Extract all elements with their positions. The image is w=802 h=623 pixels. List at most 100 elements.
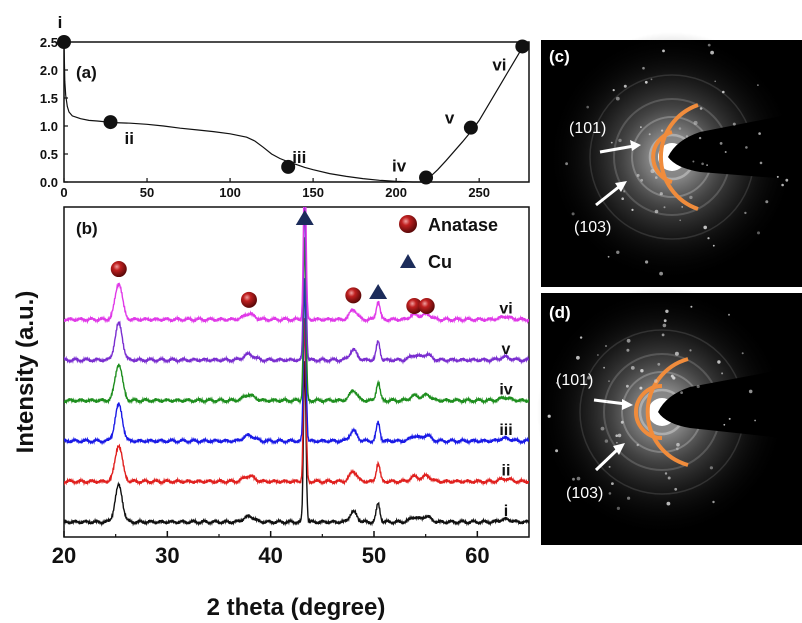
diffraction-spot <box>706 164 708 167</box>
panel-d-arrowhead-outer <box>613 443 625 455</box>
diffraction-spot <box>680 391 683 394</box>
point-label-iv: iv <box>392 157 407 176</box>
diffraction-spot <box>781 183 784 187</box>
diffraction-spot <box>597 354 599 356</box>
panel-c-hkl-outer: (103) <box>574 219 611 236</box>
diffraction-spot <box>571 212 575 216</box>
diffraction-spot <box>620 420 624 424</box>
anatase-marker <box>110 261 127 278</box>
diffraction-spot <box>616 250 620 254</box>
diffraction-spot <box>608 465 611 468</box>
diffraction-spot <box>603 366 605 369</box>
panel-a-x-tick-label: 100 <box>219 185 241 200</box>
phase-markers <box>110 210 435 314</box>
diffraction-spot <box>661 333 665 337</box>
diffraction-spot <box>640 178 644 182</box>
diffraction-spot <box>650 169 655 174</box>
panel-a-label: (a) <box>76 63 97 82</box>
panel-a-x-tick-label: 150 <box>302 185 324 200</box>
trace-label-iv: iv <box>499 382 512 399</box>
panel-c-label: (c) <box>549 47 570 66</box>
diffraction-spot <box>654 379 658 383</box>
diffraction-spot <box>666 501 671 506</box>
diffraction-spot <box>621 197 624 200</box>
diffraction-spot <box>659 271 663 276</box>
panel-c-arrow-outer <box>595 184 621 207</box>
diffraction-spot <box>605 400 608 403</box>
trace-ii <box>64 318 529 487</box>
point-label-v: v <box>445 109 455 128</box>
panel-a-frame <box>63 41 530 183</box>
panel-a-y-tick-label: 1.0 <box>40 119 58 134</box>
diffraction-spot <box>722 90 725 94</box>
diffraction-spot <box>719 142 723 145</box>
diffraction-spot <box>710 50 714 55</box>
diffraction-spot <box>579 336 583 339</box>
diffraction-spot <box>709 466 714 470</box>
anatase-marker <box>345 287 362 304</box>
diffraction-spot <box>607 255 610 258</box>
diffraction-spot <box>674 487 678 491</box>
diffraction-spot <box>627 496 631 500</box>
diffraction-spot <box>576 355 580 360</box>
panel-b-x-ticks: 20 30 40 50 60 <box>52 531 490 568</box>
diffraction-spot <box>636 173 640 177</box>
diffraction-spot <box>659 192 663 196</box>
panel-d-hkl-outer: (103) <box>566 485 603 502</box>
diffraction-spot <box>615 434 618 438</box>
xrd-traces <box>64 207 529 527</box>
point-i <box>57 35 71 49</box>
point-vi <box>515 39 530 54</box>
diffraction-spot <box>640 126 642 128</box>
diffraction-spot <box>689 195 693 200</box>
diffraction-spot <box>723 423 726 426</box>
panel-c: (c) (101) (103) <box>541 32 802 287</box>
legend-cu-marker <box>400 254 416 268</box>
trace-label-v: v <box>502 341 511 358</box>
diffraction-spot <box>776 175 779 178</box>
point-label-iii: iii <box>292 148 306 167</box>
diffraction-spot <box>605 345 607 347</box>
panel-a-x-tick-label: 0 <box>60 185 67 200</box>
panel-b-x-tick-label: 50 <box>362 543 386 568</box>
diffraction-spot <box>616 441 618 444</box>
anatase-marker <box>418 298 435 314</box>
diffraction-spot <box>732 122 736 126</box>
diffraction-spot <box>572 477 575 481</box>
diffraction-spot <box>757 84 759 86</box>
diffraction-spot <box>712 500 715 504</box>
diffraction-spot <box>612 89 615 92</box>
legend-cu-label: Cu <box>428 252 452 272</box>
panel-c-beam-stop <box>668 112 802 180</box>
y-axis-title: Intensity (a.u.) <box>12 291 39 454</box>
point-label-i: i <box>58 13 63 32</box>
diffraction-spot <box>586 105 589 109</box>
panel-d-arrow-inner <box>593 398 627 406</box>
legend: Anatase Cu <box>399 215 498 272</box>
diffraction-spot <box>616 506 621 510</box>
diffraction-spot <box>690 305 693 308</box>
diffraction-spot <box>721 372 724 375</box>
diffraction-spot <box>547 414 551 418</box>
anatase-marker <box>406 298 423 314</box>
diffraction-spot <box>615 96 620 101</box>
panel-a-y-tick-label: 0.5 <box>40 147 58 162</box>
trace-iii <box>64 278 529 446</box>
diffraction-spot <box>626 338 631 343</box>
diffraction-spot <box>741 352 744 355</box>
x-axis-title: 2 theta (degree) <box>207 594 386 621</box>
panel-b-x-tick-label: 20 <box>52 543 76 568</box>
diffraction-spot <box>724 151 727 153</box>
diffraction-spot <box>623 84 627 88</box>
panel-c-arrowhead-outer <box>615 181 627 192</box>
diffraction-spot <box>655 176 658 179</box>
diffraction-spot <box>674 351 679 356</box>
diffraction-spot <box>679 219 681 222</box>
diffraction-spot <box>757 231 760 235</box>
diffraction-spot <box>714 80 716 83</box>
diffraction-spot <box>600 426 605 431</box>
diffraction-spot <box>610 141 613 144</box>
